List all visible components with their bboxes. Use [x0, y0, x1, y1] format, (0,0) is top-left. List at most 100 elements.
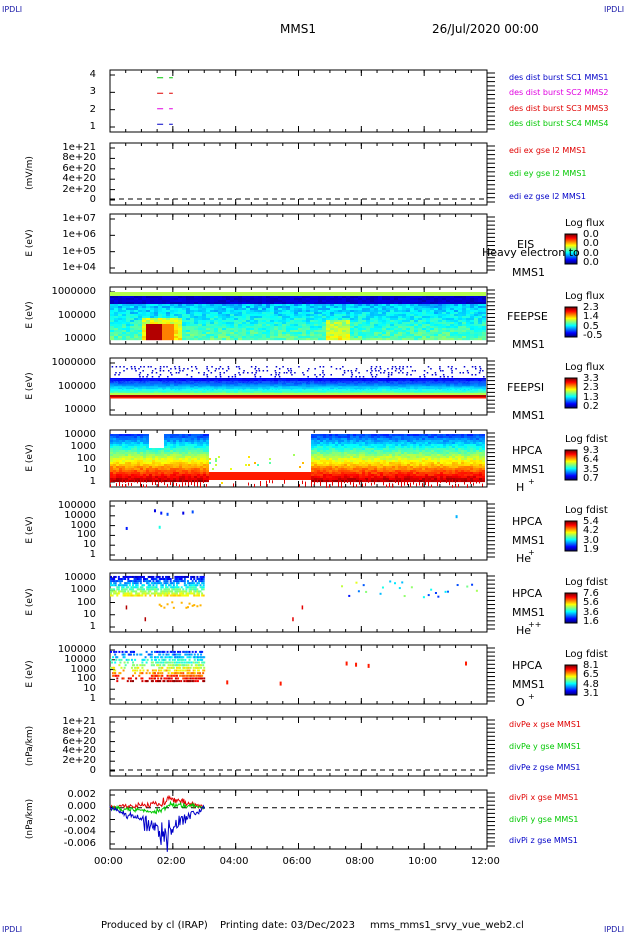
- feepse-cell: [334, 300, 338, 303]
- feepsi-dot: [234, 374, 237, 376]
- feepse-cell: [306, 312, 310, 315]
- feepsi-cell: [382, 397, 386, 399]
- feepse-cell: [114, 332, 118, 335]
- feepsi-cell: [406, 387, 410, 390]
- feepsi-cell: [114, 381, 118, 383]
- feepsi-cell: [450, 387, 454, 390]
- feepse-cell: [414, 292, 418, 295]
- feepsi-cell: [330, 379, 334, 382]
- feepse-cell: [402, 296, 406, 299]
- feepse-cell: [206, 332, 210, 335]
- feepsi-cell: [326, 395, 330, 397]
- feepse-cell: [482, 302, 486, 305]
- feepse-cell: [454, 318, 458, 321]
- feepsi-cell: [442, 386, 446, 388]
- feepsi-cell: [394, 381, 398, 383]
- feepsi-cell: [318, 381, 322, 383]
- colorbar-step: [565, 314, 577, 316]
- feepsi-cell: [434, 384, 438, 387]
- feepsi-cell: [418, 397, 422, 399]
- feepsi-cell: [266, 389, 270, 391]
- feepsi-cell: [458, 389, 462, 391]
- feepse-cell: [158, 300, 162, 303]
- feepse-cell: [346, 318, 350, 321]
- feepse-cell: [398, 326, 402, 329]
- feepse-cell: [318, 292, 322, 295]
- feepsi-dot: [206, 368, 208, 370]
- feepse-cell: [238, 298, 242, 301]
- feepse-cell: [222, 308, 226, 311]
- feepse-cell: [242, 304, 246, 307]
- feepse-cell: [186, 308, 190, 311]
- feepsi-cell: [118, 379, 122, 382]
- feepse-cell: [454, 296, 458, 299]
- feepsi-cell: [170, 379, 174, 382]
- feepse-cell: [238, 336, 242, 339]
- feepsi-cell: [258, 397, 262, 399]
- feepse-cell: [206, 304, 210, 307]
- feepse-cell: [406, 326, 410, 329]
- feepsi-cell: [158, 389, 162, 391]
- feepse-cell: [438, 316, 442, 319]
- feepsi-cell: [234, 378, 238, 380]
- feepse-cell: [234, 296, 238, 299]
- feepse-cell: [234, 334, 238, 337]
- feepse-cell: [410, 334, 414, 337]
- feepse-cell: [466, 326, 470, 329]
- feepsi-cell: [398, 389, 402, 391]
- feepse-cell: [314, 324, 318, 327]
- feepsi-dot: [375, 370, 377, 372]
- feepse-cell: [150, 322, 154, 325]
- feepsi-cell: [198, 384, 202, 387]
- feepse-cell: [398, 292, 402, 295]
- feepse-cell: [330, 338, 334, 341]
- feepsi-cell: [146, 390, 150, 393]
- feepse-cell: [126, 312, 130, 315]
- feepsi-cell: [310, 386, 314, 388]
- feepsi-cell: [194, 384, 198, 387]
- feepse-cell: [354, 316, 358, 319]
- feepse-cell: [438, 328, 442, 331]
- feepsi-cell: [290, 389, 294, 391]
- feepse-cell: [270, 310, 274, 313]
- feepsi-cell: [438, 384, 442, 387]
- feepse-cell: [270, 306, 274, 309]
- feepse-cell: [402, 302, 406, 305]
- feepse-cell: [298, 330, 302, 333]
- feepse-cell: [182, 324, 186, 327]
- feepse-cell: [122, 316, 126, 319]
- feepsi-dot: [290, 372, 292, 374]
- feepsi-cell: [422, 397, 426, 399]
- feepsi-cell: [190, 390, 194, 393]
- feepsi-cell: [246, 381, 250, 383]
- colorbar-step: [565, 451, 577, 453]
- feepse-cell: [114, 296, 118, 299]
- feepsi-cell: [294, 389, 298, 391]
- feepsi-cell: [454, 390, 458, 393]
- feepse-cell: [170, 332, 174, 335]
- feepsi-cell: [330, 395, 334, 397]
- feepse-cell: [382, 326, 386, 329]
- feepse-cell: [130, 296, 134, 299]
- feepse-cell: [218, 320, 222, 323]
- feepse-cell: [234, 314, 238, 317]
- feepse-cell: [458, 308, 462, 311]
- feepse-cell: [466, 298, 470, 301]
- feepse-cell: [294, 296, 298, 299]
- feepsi-cell: [114, 379, 118, 382]
- feepse-cell: [246, 336, 250, 339]
- feepse-cell: [298, 314, 302, 317]
- feepse-cell: [226, 292, 230, 295]
- panel-frame-7: [109, 500, 488, 561]
- feepsi-cell: [214, 393, 218, 395]
- feepse-cell: [346, 298, 350, 301]
- feepsi-cell: [434, 389, 438, 391]
- feepse-cell: [434, 296, 438, 299]
- feepse-cell: [178, 322, 182, 325]
- feepse-cell: [326, 302, 330, 305]
- feepse-cell: [306, 328, 310, 331]
- feepsi-cell: [398, 390, 402, 393]
- feepsi-cell: [414, 384, 418, 387]
- feepsi-cell: [118, 395, 122, 397]
- feepsi-dot: [227, 376, 230, 378]
